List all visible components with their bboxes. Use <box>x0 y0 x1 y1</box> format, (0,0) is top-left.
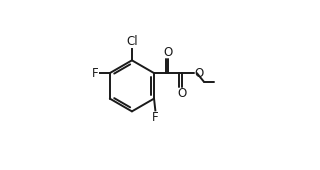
Text: O: O <box>163 46 172 59</box>
Text: F: F <box>92 67 98 80</box>
Text: F: F <box>152 111 159 124</box>
Text: O: O <box>177 88 186 100</box>
Text: Cl: Cl <box>126 35 138 48</box>
Text: O: O <box>194 67 204 80</box>
